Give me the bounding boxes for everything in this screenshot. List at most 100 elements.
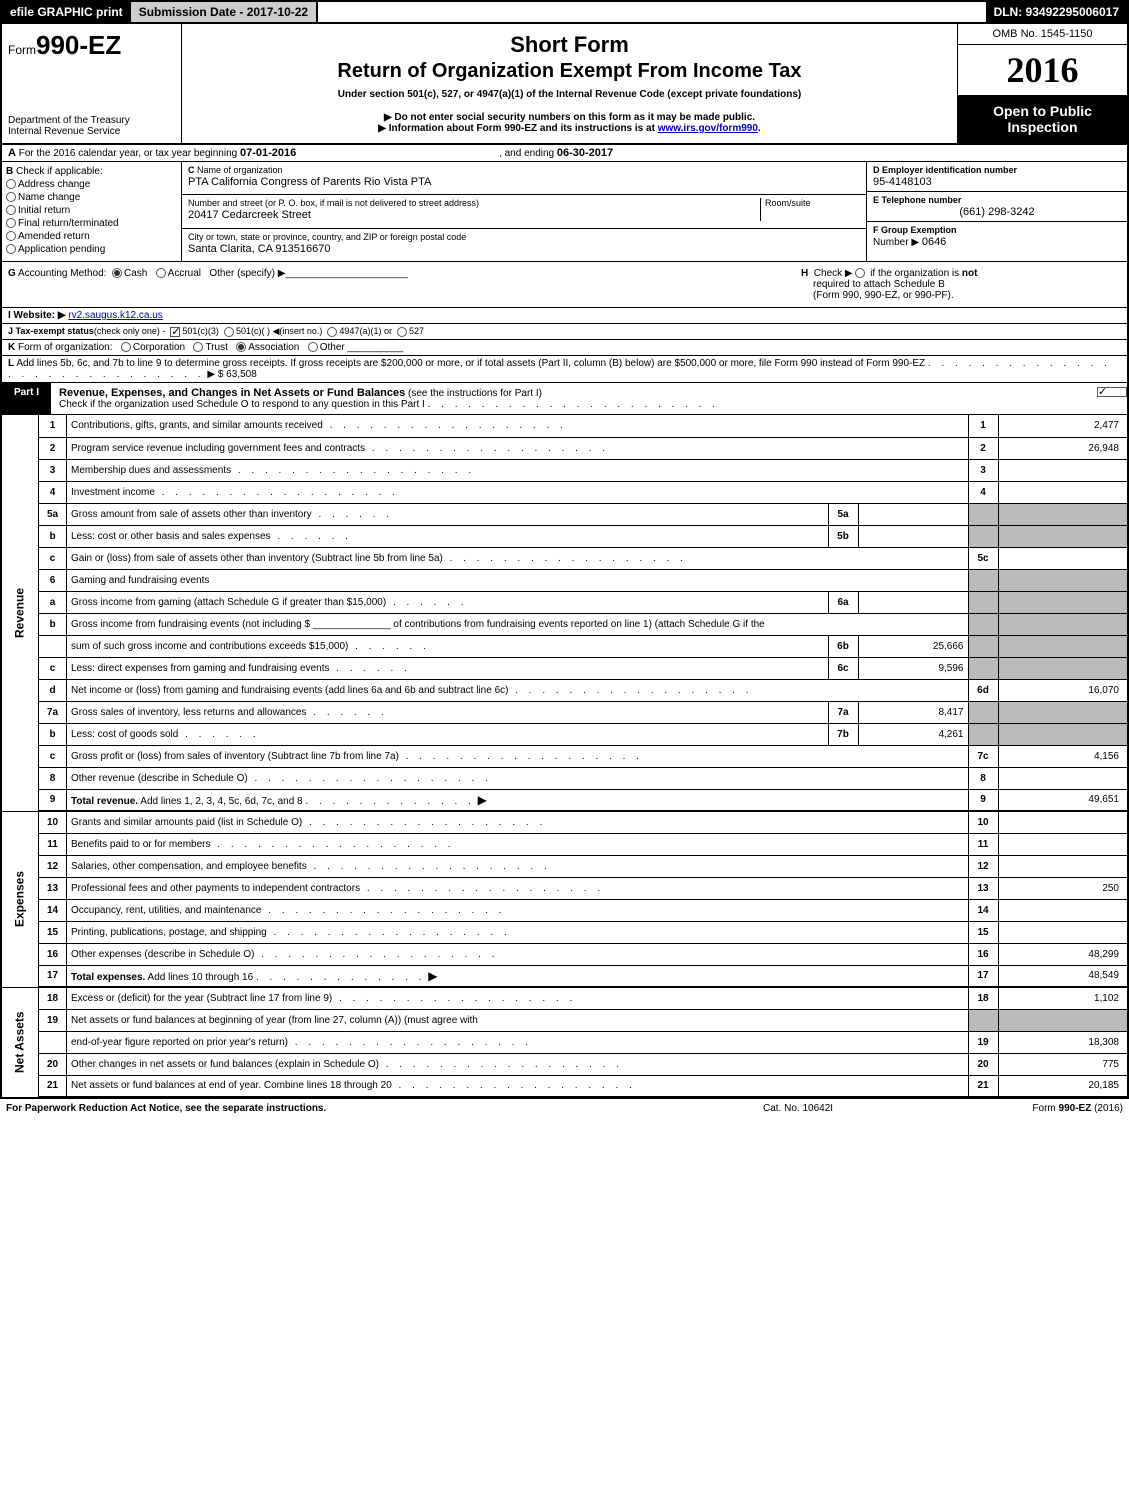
chk-amended-return[interactable]: Amended return bbox=[6, 231, 177, 242]
line-right-number bbox=[968, 635, 998, 657]
line-amount: 1,102 bbox=[998, 987, 1128, 1009]
chk-501c3[interactable] bbox=[170, 327, 180, 337]
line-amount: 775 bbox=[998, 1053, 1128, 1075]
line-right-number bbox=[968, 569, 998, 591]
h-text3: required to attach Schedule B bbox=[813, 279, 945, 290]
line-desc: Less: direct expenses from gaming and fu… bbox=[67, 657, 829, 679]
line-amount bbox=[998, 723, 1128, 745]
line-number: 20 bbox=[39, 1053, 67, 1075]
table-row: 21Net assets or fund balances at end of … bbox=[1, 1075, 1128, 1097]
line-amount bbox=[998, 811, 1128, 833]
org-city-label: City or town, state or province, country… bbox=[188, 232, 466, 242]
line-desc: Professional fees and other payments to … bbox=[67, 877, 969, 899]
footer-right-a: Form bbox=[1032, 1103, 1058, 1114]
website-link[interactable]: rv2.saugus.k12.ca.us bbox=[68, 310, 163, 321]
header-mid: Short Form Return of Organization Exempt… bbox=[182, 24, 957, 143]
table-row: Net Assets18Excess or (deficit) for the … bbox=[1, 987, 1128, 1009]
line-number: c bbox=[39, 745, 67, 767]
chk-application-pending[interactable]: Application pending bbox=[6, 244, 177, 255]
line-desc: Gross sales of inventory, less returns a… bbox=[67, 701, 829, 723]
line-number: 15 bbox=[39, 921, 67, 943]
line-number: 14 bbox=[39, 899, 67, 921]
line-desc: Contributions, gifts, grants, and simila… bbox=[67, 415, 969, 437]
line-amount: 16,070 bbox=[998, 679, 1128, 701]
line-desc: Other revenue (describe in Schedule O) .… bbox=[67, 767, 969, 789]
line-amount: 20,185 bbox=[998, 1075, 1128, 1097]
part1-header: Part I Revenue, Expenses, and Changes in… bbox=[0, 383, 1129, 415]
chk-application-pending-label: Application pending bbox=[18, 244, 105, 255]
sub-line-number: 6a bbox=[828, 591, 858, 613]
line-right-number: 5c bbox=[968, 547, 998, 569]
radio-other-org[interactable] bbox=[308, 342, 318, 352]
line-amount bbox=[998, 1009, 1128, 1031]
label-a: A bbox=[8, 147, 16, 159]
chk-address-change[interactable]: Address change bbox=[6, 179, 177, 190]
h-text1: Check ▶ bbox=[814, 268, 853, 279]
chk-initial-return[interactable]: Initial return bbox=[6, 205, 177, 216]
line-right-number: 14 bbox=[968, 899, 998, 921]
line-right-number: 8 bbox=[968, 767, 998, 789]
radio-trust[interactable] bbox=[193, 342, 203, 352]
chk-527[interactable] bbox=[397, 327, 407, 337]
chk-501c[interactable] bbox=[224, 327, 234, 337]
radio-corporation[interactable] bbox=[121, 342, 131, 352]
row-j: J Tax-exempt status(check only one) - 50… bbox=[0, 324, 1129, 340]
line-number: 19 bbox=[39, 1009, 67, 1031]
sub-line-amount bbox=[858, 591, 968, 613]
title-short-form: Short Form bbox=[188, 32, 951, 58]
table-row: cLess: direct expenses from gaming and f… bbox=[1, 657, 1128, 679]
chk-final-return-label: Final return/terminated bbox=[18, 218, 119, 229]
line-amount bbox=[998, 591, 1128, 613]
line-amount: 49,651 bbox=[998, 789, 1128, 811]
chk-final-return[interactable]: Final return/terminated bbox=[6, 218, 177, 229]
line-number: 21 bbox=[39, 1075, 67, 1097]
radio-cash[interactable] bbox=[112, 268, 122, 278]
table-row: 12Salaries, other compensation, and empl… bbox=[1, 855, 1128, 877]
line-number: b bbox=[39, 723, 67, 745]
part1-tag: Part I bbox=[2, 383, 51, 414]
k-corp: Corporation bbox=[133, 342, 185, 353]
open-to-public: Open to Public Inspection bbox=[958, 95, 1127, 143]
k-other: Other bbox=[320, 342, 345, 353]
line-desc: Less: cost of goods sold . . . . . . bbox=[67, 723, 829, 745]
part1-checkbox[interactable] bbox=[1097, 383, 1127, 414]
radio-association[interactable] bbox=[236, 342, 246, 352]
footer-right: Form 990-EZ (2016) bbox=[963, 1103, 1123, 1114]
line-number: b bbox=[39, 525, 67, 547]
line-desc: Gross income from gaming (attach Schedul… bbox=[67, 591, 829, 613]
label-b: B bbox=[6, 166, 13, 177]
org-name-row: C Name of organization PTA California Co… bbox=[182, 162, 866, 195]
form-header: Form990-EZ Department of the Treasury In… bbox=[0, 24, 1129, 145]
table-row: 6Gaming and fundraising events bbox=[1, 569, 1128, 591]
line-amount bbox=[998, 613, 1128, 635]
line-number: 9 bbox=[39, 789, 67, 811]
radio-schedule-b[interactable] bbox=[855, 268, 865, 278]
radio-accrual[interactable] bbox=[156, 268, 166, 278]
part1-title: Revenue, Expenses, and Changes in Net As… bbox=[59, 387, 405, 399]
line-right-number: 13 bbox=[968, 877, 998, 899]
chk-name-change[interactable]: Name change bbox=[6, 192, 177, 203]
form-number: Form990-EZ bbox=[8, 30, 175, 61]
line-amount: 18,308 bbox=[998, 1031, 1128, 1053]
line-amount bbox=[998, 767, 1128, 789]
irs-link[interactable]: www.irs.gov/form990 bbox=[658, 123, 758, 134]
col-def: D Employer identification number 95-4148… bbox=[867, 162, 1127, 261]
k-assoc: Association bbox=[248, 342, 299, 353]
line-right-number: 21 bbox=[968, 1075, 998, 1097]
line-desc: Printing, publications, postage, and shi… bbox=[67, 921, 969, 943]
line-amount: 48,299 bbox=[998, 943, 1128, 965]
table-row: 17Total expenses. Add lines 10 through 1… bbox=[1, 965, 1128, 987]
line-right-number: 9 bbox=[968, 789, 998, 811]
line-amount bbox=[998, 701, 1128, 723]
title-return: Return of Organization Exempt From Incom… bbox=[188, 60, 951, 83]
col-b-heading: Check if applicable: bbox=[16, 166, 103, 177]
line-right-number: 12 bbox=[968, 855, 998, 877]
line-number: a bbox=[39, 591, 67, 613]
line-number: d bbox=[39, 679, 67, 701]
line-amount bbox=[998, 657, 1128, 679]
line-desc: Net income or (loss) from gaming and fun… bbox=[67, 679, 969, 701]
line-right-number: 3 bbox=[968, 459, 998, 481]
chk-4947[interactable] bbox=[327, 327, 337, 337]
line-right-number bbox=[968, 723, 998, 745]
phone-row: E Telephone number (661) 298-3242 bbox=[867, 192, 1127, 222]
